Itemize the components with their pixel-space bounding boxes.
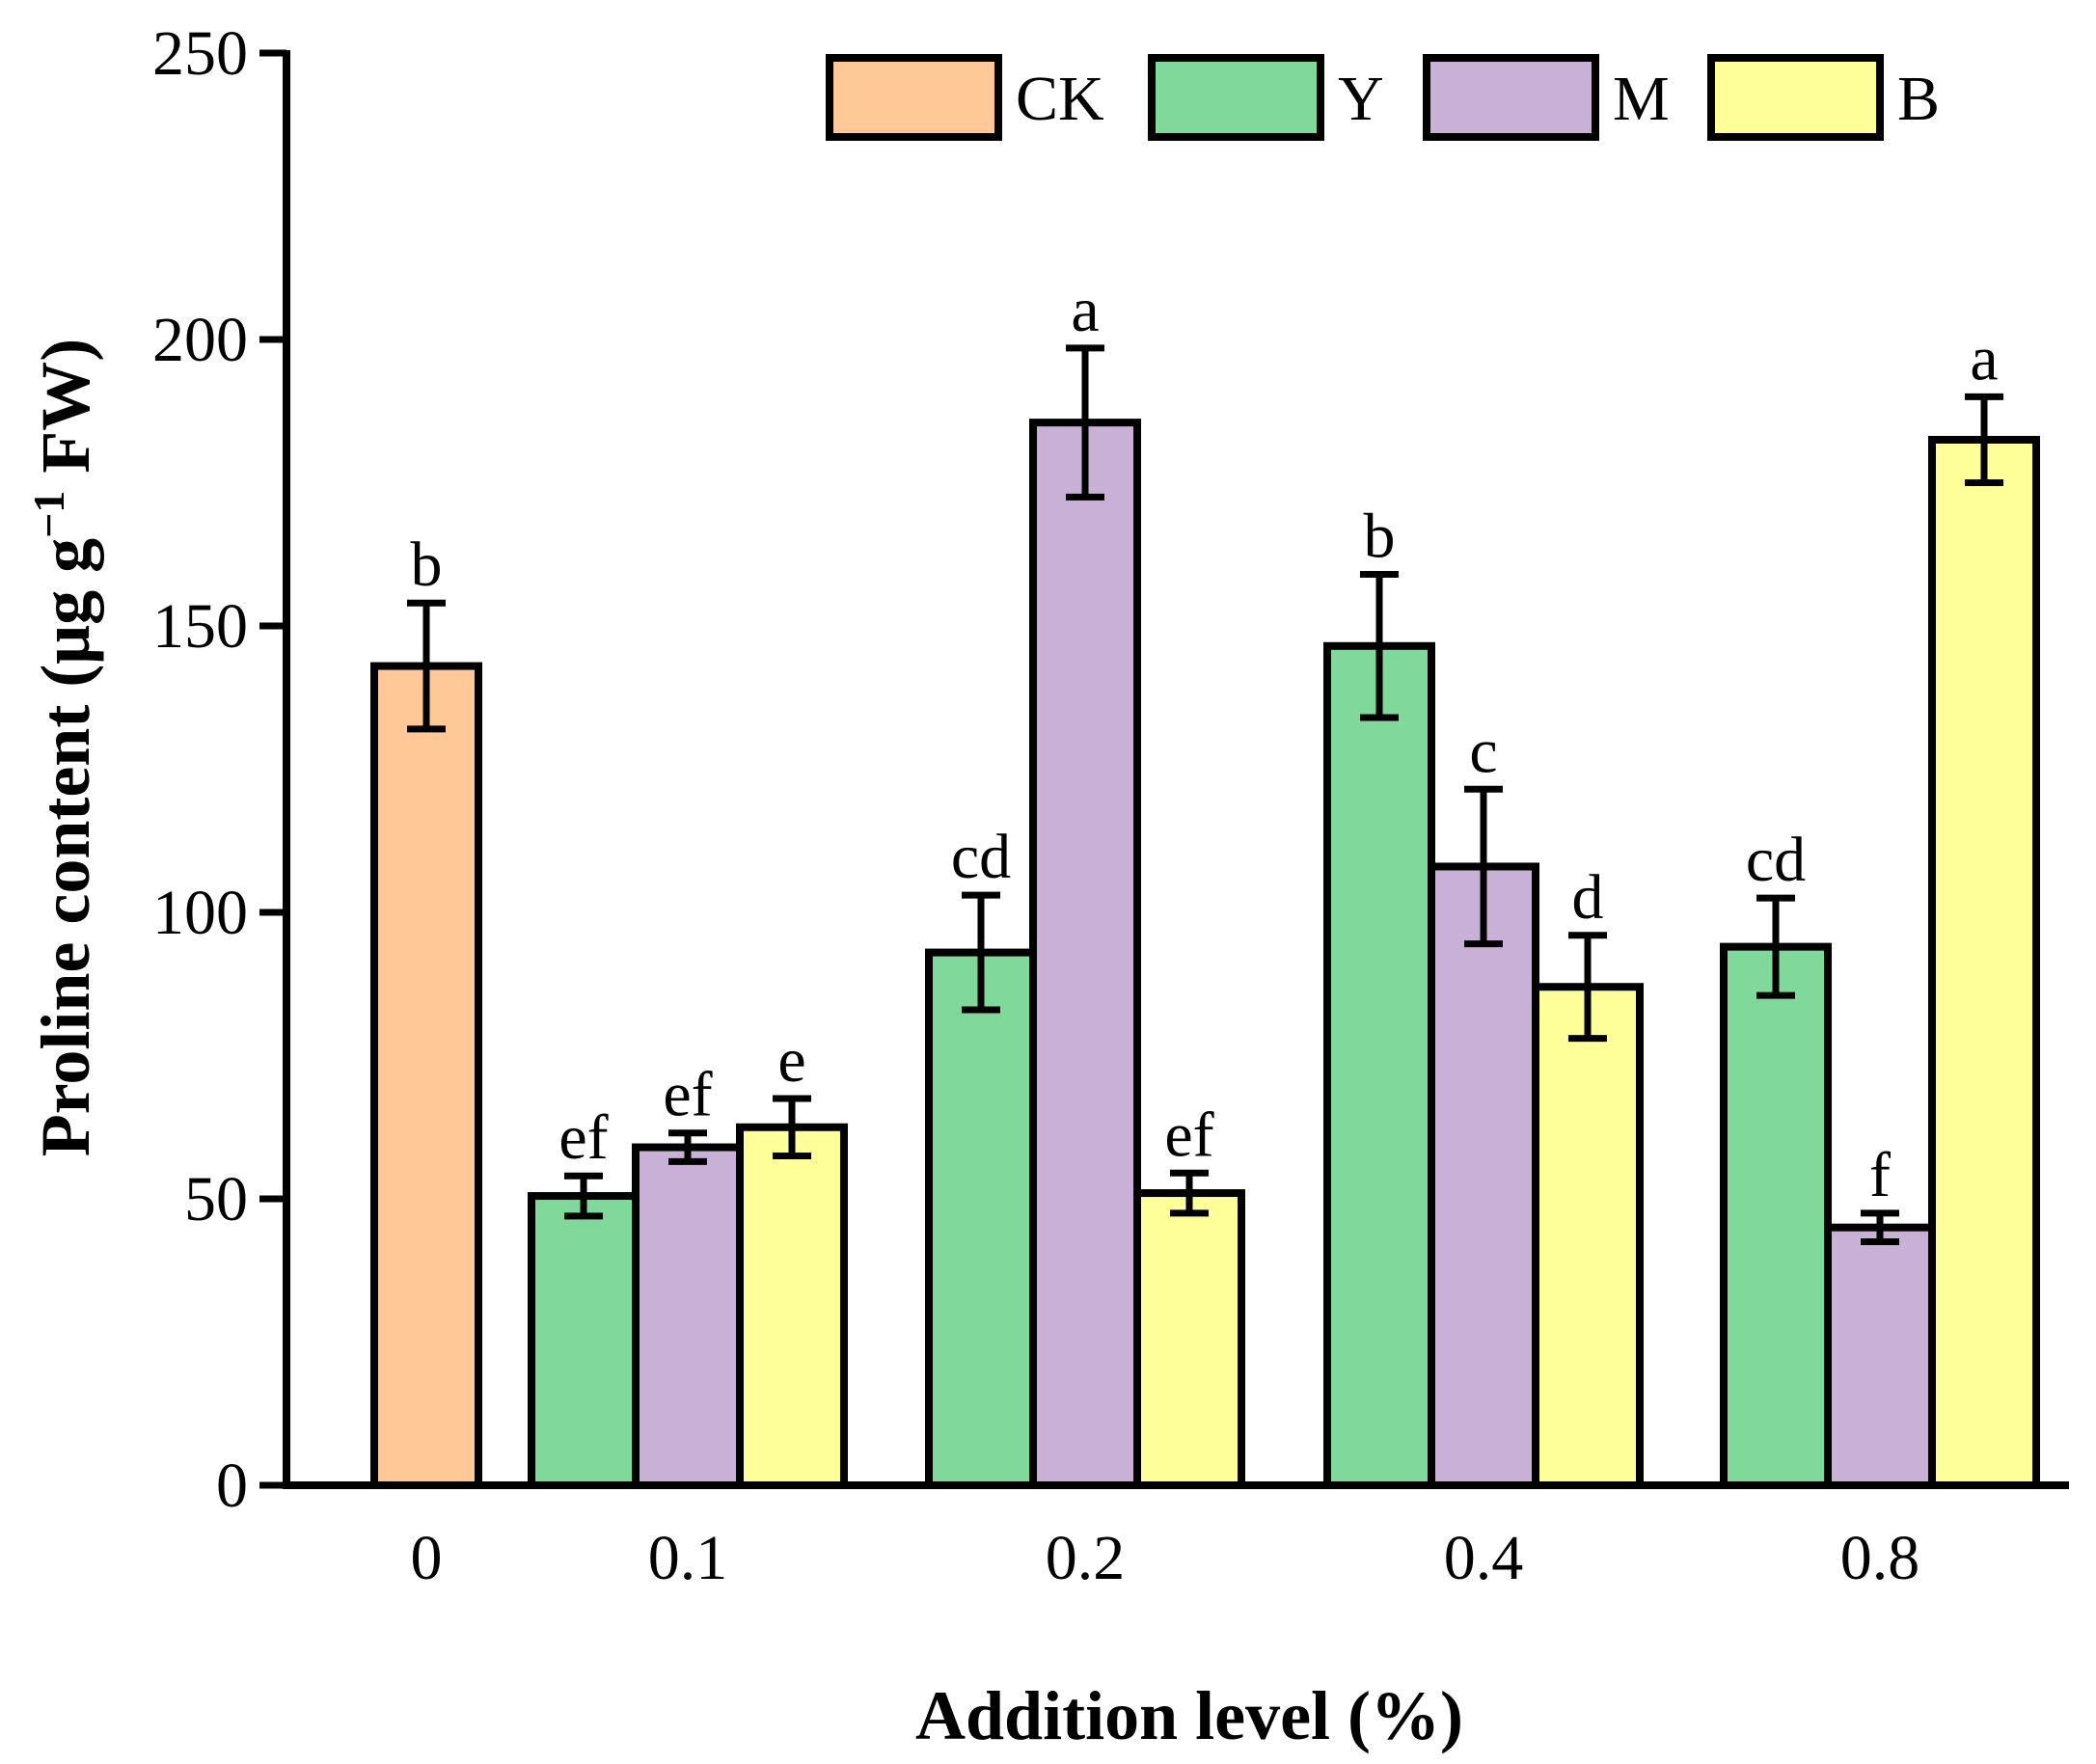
y-axis-title-unit: FW) [27,339,104,491]
y-axis-title: Proline content (μg g−1 FW) [24,339,104,1157]
legend-swatch-m [1423,54,1599,141]
significance-label-b-0.8: a [1970,323,1998,394]
legend-label-ck: CK [1016,64,1104,134]
legend-label-y: Y [1338,64,1384,134]
y-axis-title-superscript: −1 [24,491,73,538]
bar-m-0.2 [1029,419,1141,1489]
y-tick-label-150: 150 [152,591,248,662]
x-tick-label-0: 0 [411,1523,443,1593]
significance-label-b-0.4: d [1572,862,1604,933]
legend-swatch-ck [826,54,1002,141]
y-tick-label-200: 200 [152,305,248,375]
significance-label-m-0.2: a [1071,275,1099,345]
error-bars-layer [407,344,2003,1246]
y-tick-label-100: 100 [152,878,248,948]
x-axis-title: Addition level (%) [915,1677,1463,1754]
legend-label-b: B [1897,64,1940,134]
significance-label-y-0.1: ef [558,1102,608,1173]
significance-label-y-0.4: b [1364,502,1396,572]
y-tick-label-250: 250 [152,18,248,89]
bar-b-0.2 [1133,1189,1245,1490]
bar-y-0.4 [1323,641,1435,1489]
significance-label-b-0.1: e [777,1025,805,1096]
bar-ck-0 [370,662,482,1489]
bar-b-0.8 [1928,435,2040,1490]
significance-label-m-0.1: ef [663,1060,712,1130]
bar-m-0.4 [1428,862,1539,1489]
bar-m-0.1 [632,1143,744,1490]
bar-b-0.1 [736,1123,848,1489]
significance-label-m-0.4: c [1469,716,1497,786]
x-tick-label-0.2: 0.2 [1046,1523,1126,1593]
bar-y-0.2 [925,948,1037,1489]
y-tick-label-0: 0 [216,1451,248,1521]
bar-m-0.8 [1824,1223,1936,1489]
y-tick-label-50: 50 [184,1164,248,1235]
significance-label-ck-0: b [411,529,443,600]
bar-y-0.1 [528,1192,640,1490]
x-tick-label-0.1: 0.1 [648,1523,728,1593]
significance-label-m-0.8: f [1869,1140,1891,1210]
y-axis-title-main: Proline content (μg g [27,538,104,1156]
significance-label-y-0.8: cd [1746,825,1806,895]
significance-label-y-0.2: cd [951,822,1011,892]
x-tick-label-0.8: 0.8 [1840,1523,1920,1593]
significance-label-b-0.2: ef [1164,1099,1213,1170]
bar-b-0.4 [1532,983,1644,1489]
bars-layer [370,419,2040,1490]
legend-label-m: M [1613,64,1670,134]
legend-swatch-b [1707,54,1884,141]
bar-y-0.8 [1720,942,1832,1489]
axes-layer: 0 50 100 150 200 250 0 0.1 0.2 0.4 0.8 [152,18,2069,1593]
legend: CK Y M B [826,54,1940,141]
x-tick-label-0.4: 0.4 [1444,1523,1524,1593]
legend-swatch-y [1148,54,1324,141]
